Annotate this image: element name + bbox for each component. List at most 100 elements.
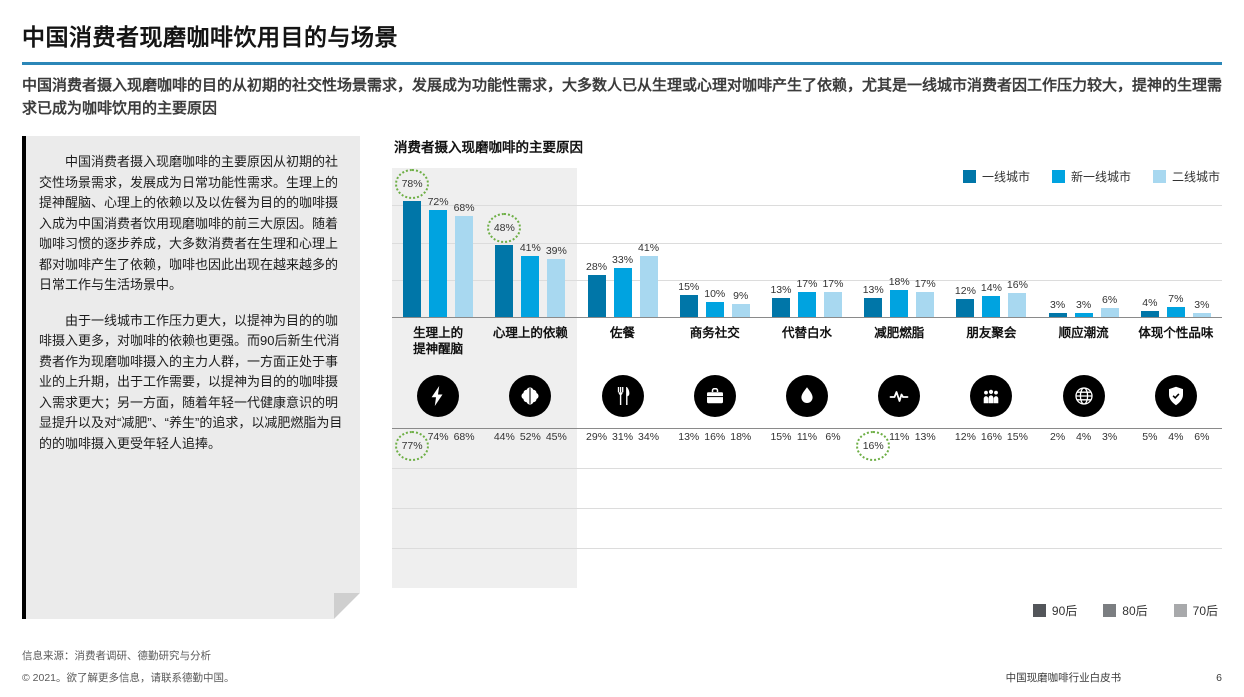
category-group: 15% 10% 9% 商务社交 13% 16% 18% bbox=[668, 168, 761, 588]
category-icon-row bbox=[761, 364, 853, 428]
city-bars: 28% 33% 41% bbox=[576, 168, 669, 318]
bar bbox=[731, 303, 750, 317]
gridline bbox=[392, 205, 1222, 206]
bar-wrap: 48% bbox=[487, 168, 522, 317]
category-icon-row bbox=[1130, 364, 1222, 428]
title-accent-rule bbox=[22, 62, 1222, 65]
water-drop-icon bbox=[785, 375, 828, 417]
value-label: 10% bbox=[704, 288, 726, 301]
category-icon-row bbox=[392, 364, 484, 428]
category-label: 朋友聚会 bbox=[966, 326, 1017, 340]
page-footer: 信息来源：消费者调研、德勤研究与分析 © 2021。欲了解更多信息，请联系德勤中… bbox=[0, 648, 1244, 697]
highlighted-value-label: 78% bbox=[395, 168, 430, 199]
value-label: 7% bbox=[1168, 292, 1184, 305]
bar-wrap: 13% bbox=[912, 429, 938, 443]
source-note: 信息来源：消费者调研、德勤研究与分析 bbox=[22, 650, 211, 662]
lightning-icon bbox=[417, 375, 460, 417]
generation-bars: 15% 11% 6% bbox=[760, 428, 854, 588]
bar bbox=[429, 209, 448, 317]
bar-wrap: 77% bbox=[395, 429, 430, 461]
legend-swatch bbox=[1051, 170, 1065, 183]
bar-wrap: 5% bbox=[1137, 429, 1163, 443]
bar bbox=[797, 291, 816, 317]
bar-wrap: 6% bbox=[1189, 429, 1215, 443]
bar-wrap: 6% bbox=[820, 429, 846, 443]
bar-wrap: 13% bbox=[768, 168, 794, 317]
value-label: 72% bbox=[427, 195, 449, 208]
category-group: 13% 18% 17% 减肥燃脂 16% 11% 13% bbox=[853, 168, 946, 588]
utensils-icon bbox=[601, 375, 644, 417]
category-label: 体现个性品味 bbox=[1138, 326, 1214, 340]
bar bbox=[613, 267, 632, 317]
callout-paragraph-2: 由于一线城市工作压力更大，以提神为目的的咖啡摄入更多，对咖啡的依赖也更强。而90… bbox=[39, 312, 343, 451]
city-bars: 13% 18% 17% bbox=[853, 168, 946, 318]
value-label: 2% bbox=[1050, 431, 1066, 443]
bar-wrap: 10% bbox=[702, 168, 728, 317]
category-group: 13% 17% 17% 代替白水 15% 11% 6% bbox=[760, 168, 854, 588]
value-label: 68% bbox=[453, 431, 475, 443]
generation-bars: 5% 4% 6% bbox=[1129, 428, 1222, 588]
footer-right: 中国现磨咖啡行业白皮书 6 bbox=[1006, 670, 1222, 685]
value-label: 41% bbox=[519, 241, 541, 254]
value-label: 16% bbox=[704, 431, 726, 443]
bar bbox=[916, 291, 935, 317]
legend-swatch bbox=[1152, 170, 1166, 183]
bar-wrap: 4% bbox=[1163, 429, 1189, 443]
bar-wrap: 15% bbox=[1004, 429, 1030, 443]
legend-item: 70后 bbox=[1173, 602, 1218, 619]
gridline bbox=[392, 243, 1222, 244]
callout-box: 中国消费者摄入现磨咖啡的主要原因从初期的社交性场景需求，发展成为日常功能性需求。… bbox=[22, 136, 360, 619]
gridline bbox=[392, 468, 1222, 469]
category-icon-row bbox=[1038, 364, 1130, 428]
bar-wrap: 41% bbox=[517, 168, 543, 317]
bar bbox=[521, 255, 540, 317]
bar-wrap: 29% bbox=[584, 429, 610, 443]
legend-swatch bbox=[962, 170, 976, 183]
bar bbox=[982, 296, 1001, 317]
city-bars: 3% 3% 6% bbox=[1037, 168, 1130, 318]
value-label: 45% bbox=[545, 431, 567, 443]
value-label: 4% bbox=[1142, 297, 1158, 310]
legend-swatch bbox=[1103, 604, 1117, 617]
chart-title: 消费者摄入现磨咖啡的主要原因 bbox=[394, 140, 583, 155]
legend-label: 70后 bbox=[1192, 604, 1218, 618]
bar bbox=[1140, 311, 1159, 317]
page-title: 中国消费者现磨咖啡饮用目的与场景 bbox=[22, 24, 398, 50]
category-highlight-band bbox=[392, 168, 577, 588]
bar-wrap: 11% bbox=[886, 429, 912, 443]
value-label: 18% bbox=[888, 276, 910, 289]
bar-wrap: 11% bbox=[794, 429, 820, 443]
value-label: 9% bbox=[733, 289, 749, 302]
value-label: 3% bbox=[1076, 298, 1092, 311]
legend-label: 80后 bbox=[1122, 604, 1148, 618]
bar-wrap: 72% bbox=[425, 168, 451, 317]
category-icon-row bbox=[945, 364, 1037, 428]
value-label: 41% bbox=[638, 241, 660, 254]
bar-wrap: 15% bbox=[676, 168, 702, 317]
bar bbox=[956, 299, 975, 317]
generation-bars: 13% 16% 18% bbox=[668, 428, 761, 588]
legend-label: 90后 bbox=[1051, 604, 1078, 618]
bar-wrap: 6% bbox=[1097, 168, 1123, 317]
value-label: 6% bbox=[1102, 294, 1118, 307]
value-label: 52% bbox=[519, 431, 541, 443]
value-label: 34% bbox=[638, 431, 660, 443]
legend-label: 二线城市 bbox=[1171, 170, 1220, 184]
value-label: 5% bbox=[1142, 431, 1158, 443]
bar bbox=[403, 200, 422, 317]
category-label: 心理上的依赖 bbox=[492, 326, 568, 340]
value-label: 17% bbox=[796, 277, 818, 290]
value-label: 16% bbox=[1006, 279, 1028, 292]
bar-wrap: 16% bbox=[978, 429, 1004, 443]
value-label: 33% bbox=[612, 253, 634, 266]
people-icon bbox=[970, 375, 1013, 417]
value-label: 15% bbox=[770, 431, 792, 443]
legend-label: 新一线城市 bbox=[1070, 170, 1131, 184]
category-label: 减肥燃脂 bbox=[874, 326, 925, 340]
bar-wrap: 52% bbox=[517, 429, 543, 443]
legend-swatch bbox=[1173, 604, 1187, 617]
value-label: 3% bbox=[1050, 298, 1066, 311]
value-label: 15% bbox=[678, 280, 700, 293]
bar bbox=[1192, 312, 1211, 317]
bar-wrap: 33% bbox=[610, 168, 636, 317]
